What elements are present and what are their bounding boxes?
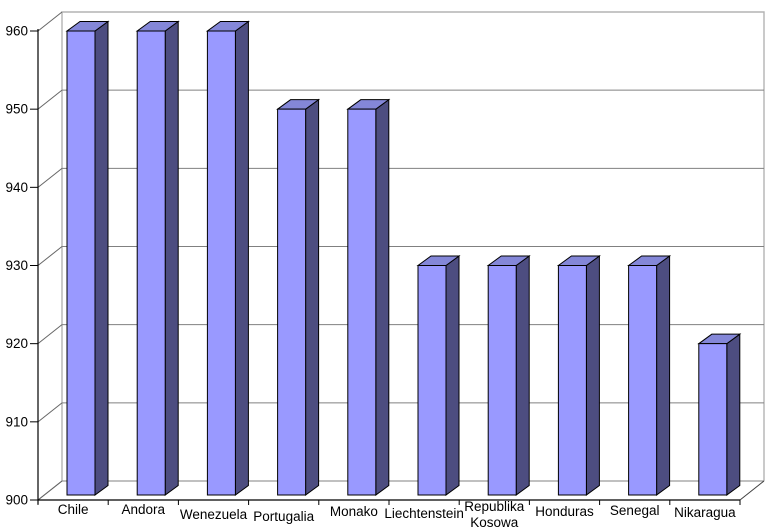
bar-side-face <box>515 255 530 496</box>
bar-front-face <box>347 108 377 496</box>
y-tick-label: 910 <box>5 414 28 429</box>
bar-side-face <box>726 333 741 496</box>
bar-senegal <box>627 255 672 496</box>
x-category-label: Republika <box>464 499 525 514</box>
floor-left-depth-edge <box>37 480 63 501</box>
bar-side-face <box>445 255 460 496</box>
bar-side-face <box>234 20 249 496</box>
bar-front-face <box>487 265 517 496</box>
bar-side-face <box>305 98 320 496</box>
y-tick-connector <box>37 89 63 110</box>
x-category-label: Wenezuela <box>180 507 248 522</box>
x-category-label: Liechtenstein <box>384 506 464 521</box>
bar-portugalia <box>276 98 321 496</box>
x-category-label: Andora <box>122 502 166 517</box>
bar-front-face <box>557 265 587 496</box>
bar-front-face <box>628 265 658 496</box>
bar-front-face <box>206 30 236 496</box>
x-category-label: Nikaragua <box>674 505 736 520</box>
bar-front-face <box>417 265 447 496</box>
y-tick-label: 920 <box>5 336 28 351</box>
y-tick-label: 940 <box>5 180 28 195</box>
bar-front-face <box>66 30 96 496</box>
x-category-label: Portugalia <box>253 509 314 524</box>
y-tick-connector <box>37 246 63 266</box>
bar-liechtenstein <box>416 255 461 496</box>
y-tick-label: 930 <box>5 258 28 273</box>
bar-chile <box>65 20 110 496</box>
bar-front-face <box>698 343 728 496</box>
y-tick-label: 900 <box>5 493 28 508</box>
y-tick-label: 950 <box>5 102 28 117</box>
bar-side-face <box>164 20 179 496</box>
x-category-label: Honduras <box>535 504 594 519</box>
x-category-label: Chile <box>58 502 89 517</box>
bar-nikaragua <box>697 333 742 496</box>
x-category-label: Kosowa <box>470 515 519 530</box>
bar-side-face <box>656 255 671 496</box>
bar-front-face <box>277 108 307 496</box>
bar-republika-kosowa <box>486 255 531 496</box>
bar-wenezuela <box>205 20 250 496</box>
bar-side-face <box>375 98 390 496</box>
bar-monako <box>346 98 391 496</box>
x-category-label: Senegal <box>610 503 660 518</box>
y-tick-connector <box>37 402 63 423</box>
y-tick-label: 960 <box>5 24 28 39</box>
y-tick-connector <box>37 11 63 32</box>
bar-side-face <box>94 20 109 496</box>
y-tick-connector <box>37 167 63 188</box>
bar-andora <box>135 20 180 496</box>
bar-side-face <box>585 255 600 496</box>
bar-front-face <box>136 30 166 496</box>
floor-right-depth-edge <box>739 480 765 501</box>
y-tick-connector <box>37 324 63 345</box>
x-category-label: Monako <box>330 504 378 519</box>
bar-honduras <box>556 255 601 496</box>
